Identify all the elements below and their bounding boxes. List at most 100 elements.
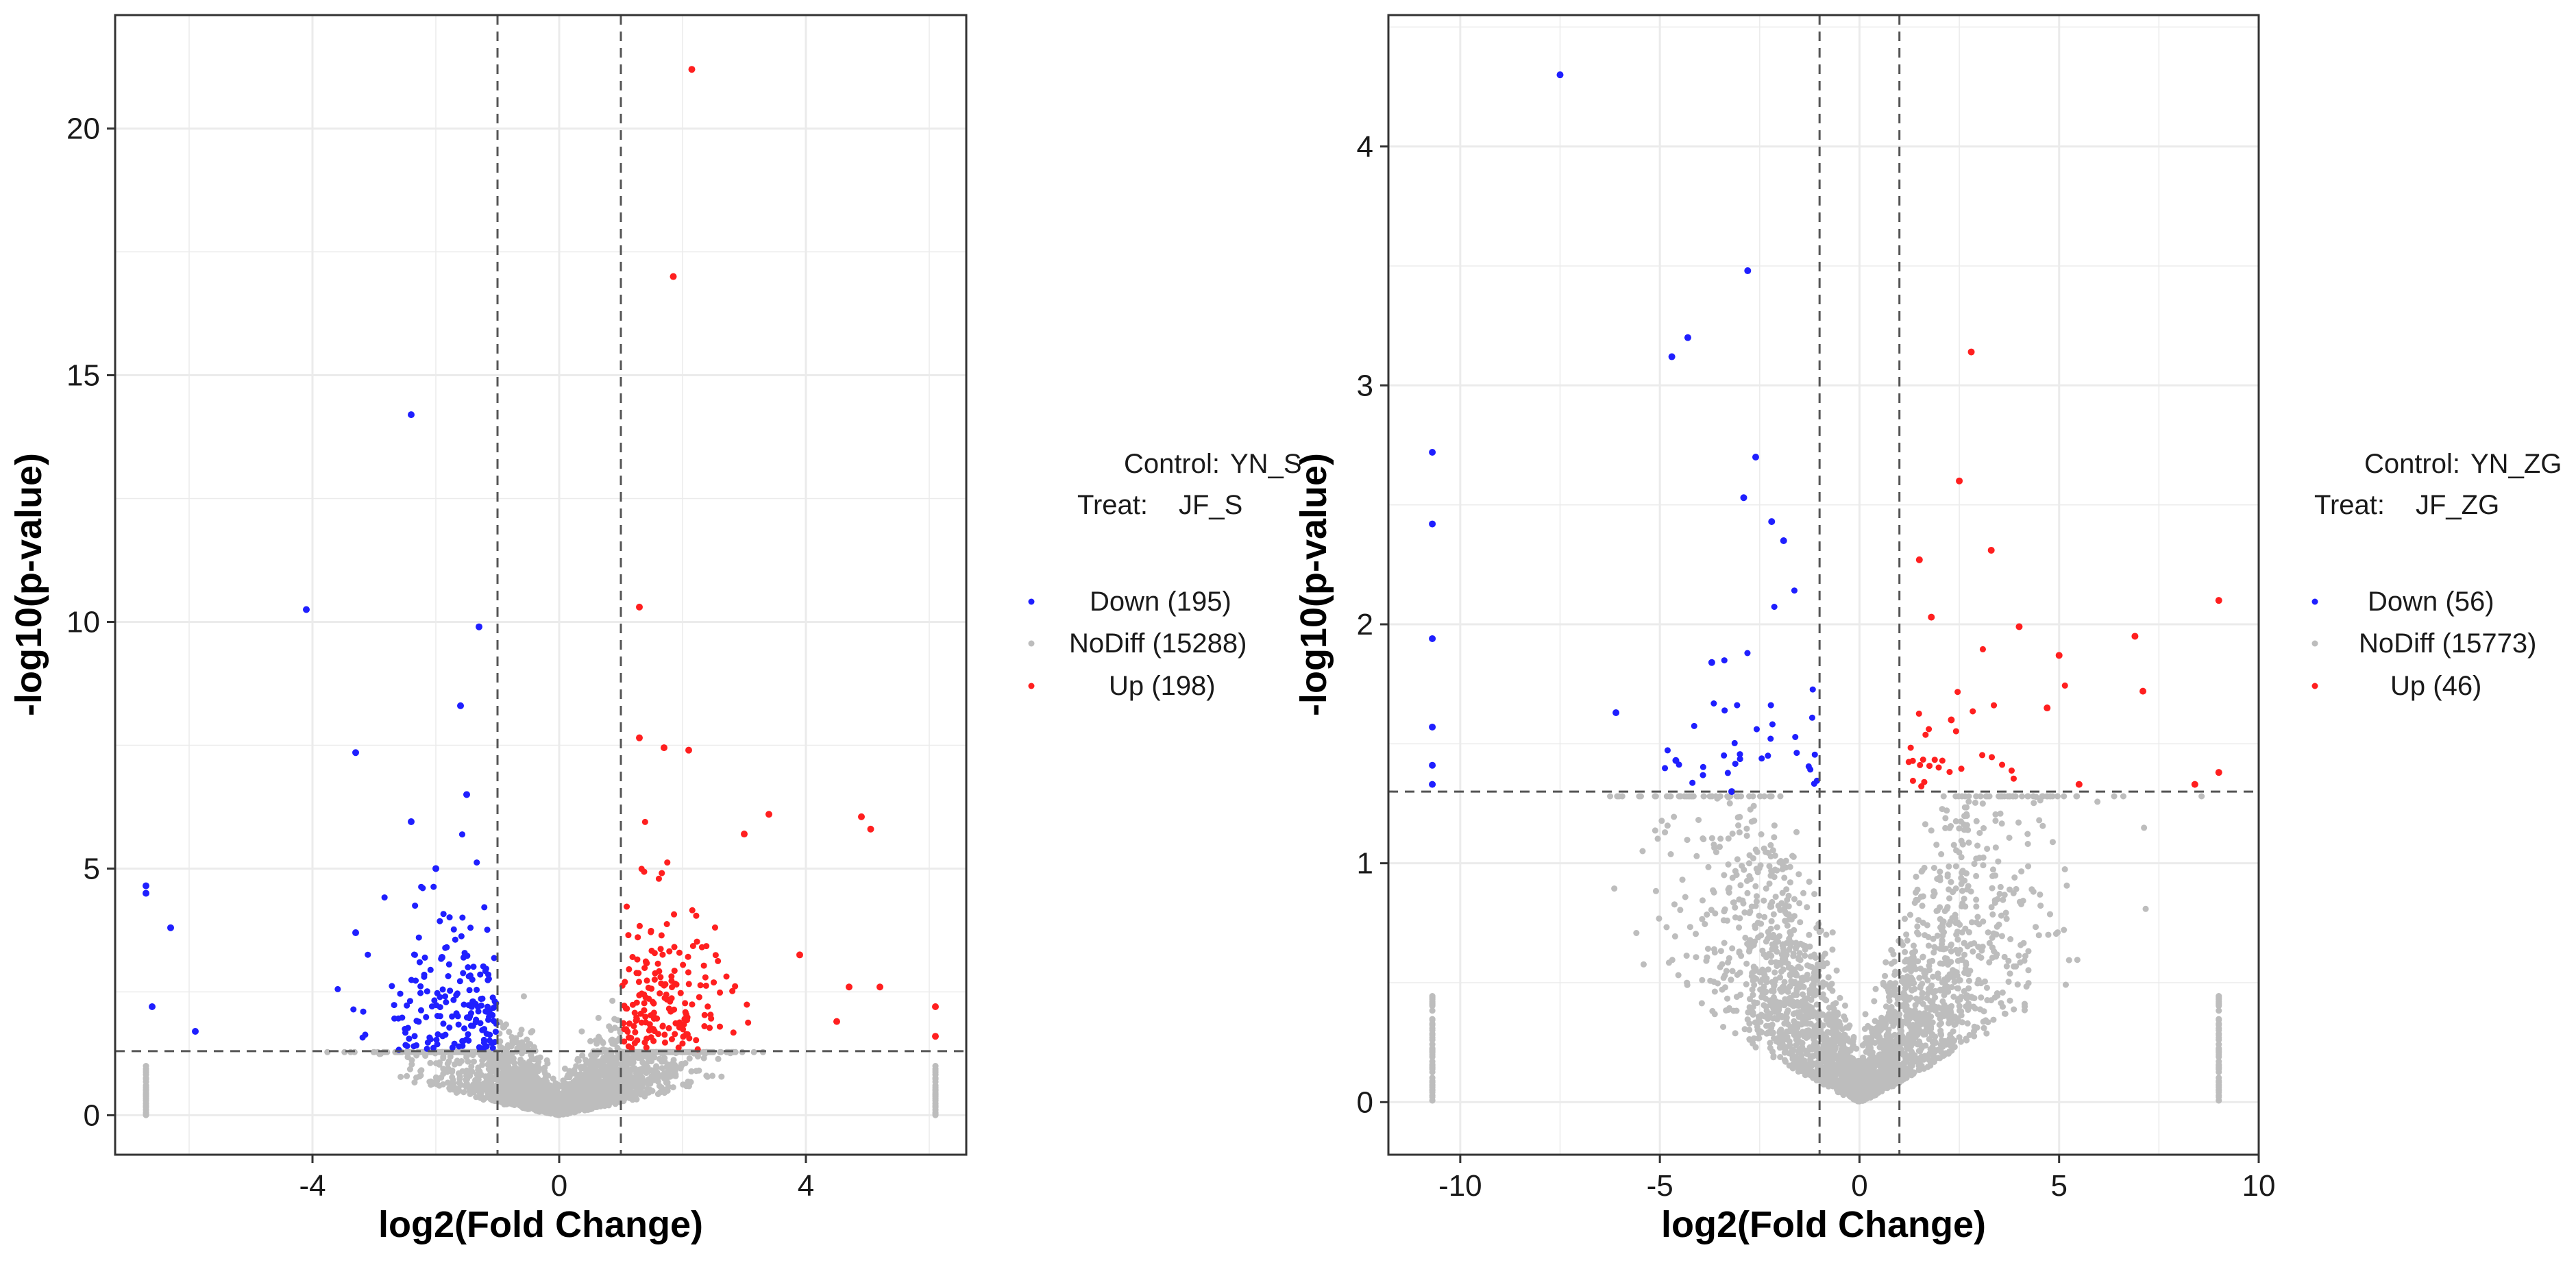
- down-point: [1708, 659, 1715, 666]
- legend-control-value: YN_S: [1230, 449, 1302, 479]
- down-point: [1429, 723, 1436, 731]
- y-tick-label: 0: [84, 1099, 100, 1132]
- up-point: [685, 746, 692, 754]
- volcano-plot-right: -10 -5 0 5 10 0 1 2 3 4 log2(Fold Change) -log10(…: [1293, 14, 2562, 1245]
- down-point: [463, 791, 470, 798]
- down-point: [1752, 453, 1759, 461]
- legend-control-value: YN_ZG: [2470, 449, 2562, 479]
- legend-left: Control: YN_S Treat: JF_S Down (195) NoD…: [1028, 449, 1302, 701]
- up-point: [1915, 556, 1923, 563]
- x-tick-label: 0: [1851, 1169, 1867, 1203]
- y-axis-title-left: -log10(p-value): [8, 453, 49, 716]
- x-tick-label: -4: [299, 1169, 326, 1203]
- tick-labels-right: -10 -5 0 5 10 0 1 2 3 4: [1357, 130, 2276, 1203]
- points-right: [1429, 71, 2222, 1105]
- down-point: [1728, 788, 1736, 796]
- up-point: [1956, 477, 1963, 484]
- up-point: [1928, 613, 1935, 621]
- x-tick-label: -5: [1647, 1169, 1673, 1203]
- y-tick-label: 0: [1357, 1085, 1373, 1119]
- down-point: [1780, 537, 1787, 545]
- legend-control-label: Control:: [2364, 449, 2460, 479]
- down-point: [149, 1003, 156, 1011]
- up-point: [2191, 781, 2198, 788]
- down-point: [1744, 267, 1752, 275]
- down-point: [1429, 635, 1436, 642]
- volcano-plot-left: -4 0 4 0 5 10 15 20 log2(Fold Change) -log10(p-…: [8, 14, 1302, 1245]
- down-point: [143, 882, 149, 889]
- up-point: [661, 744, 667, 752]
- down-points-cluster: [334, 831, 500, 1053]
- down-point: [167, 924, 174, 931]
- up-point: [2215, 769, 2222, 776]
- x-axis-title-left: log2(Fold Change): [378, 1204, 703, 1245]
- down-point: [1668, 353, 1676, 360]
- down-point: [439, 954, 445, 961]
- up-point: [765, 811, 772, 818]
- up-point: [846, 983, 852, 991]
- y-tick-label: 1: [1357, 847, 1373, 881]
- nodiff-points: [1429, 793, 2222, 1105]
- down-point: [143, 889, 149, 897]
- down-point: [1684, 334, 1691, 341]
- down-point: [1612, 709, 1620, 717]
- up-point: [2044, 704, 2051, 712]
- down-points-cluster: [1662, 587, 1820, 787]
- legend-up-marker: [2311, 683, 2318, 689]
- up-point: [2131, 633, 2139, 640]
- up-point: [741, 831, 748, 838]
- y-tick-label: 4: [1357, 130, 1373, 164]
- points-left: [143, 66, 939, 1118]
- legend-nodiff-marker: [2311, 640, 2318, 647]
- y-tick-label: 15: [66, 359, 100, 393]
- x-tick-label: -10: [1438, 1169, 1482, 1203]
- y-tick-label: 3: [1357, 369, 1373, 402]
- down-point: [1429, 761, 1436, 769]
- y-tick-label: 5: [84, 852, 100, 885]
- down-point: [303, 606, 310, 613]
- down-point: [469, 998, 476, 1005]
- legend-down-label: Down (56): [2368, 587, 2494, 617]
- panel-frame-left: [114, 14, 968, 1156]
- x-axis-title-right: log2(Fold Change): [1661, 1204, 1986, 1245]
- legend-up-label: Up (198): [1109, 671, 1216, 701]
- legend-treat-value: JF_ZG: [2416, 490, 2499, 520]
- y-axis-title-right: -log10(p-value): [1293, 453, 1334, 716]
- up-point: [2075, 781, 2083, 788]
- up-point: [876, 983, 883, 991]
- down-point: [1429, 781, 1436, 788]
- x-tick-label: 0: [551, 1169, 567, 1203]
- up-point: [670, 273, 677, 280]
- y-tick-label: 2: [1357, 608, 1373, 641]
- legend-treat-label: Treat:: [1077, 490, 1148, 520]
- down-point: [1429, 449, 1436, 456]
- up-point: [932, 1003, 939, 1011]
- up-point: [1987, 546, 1995, 554]
- down-point: [476, 623, 482, 630]
- up-point: [1948, 716, 1955, 724]
- legend-treat-value: JF_S: [1179, 490, 1242, 520]
- up-point: [796, 951, 803, 959]
- legend-up-marker: [1028, 683, 1035, 689]
- down-point: [352, 929, 359, 937]
- down-point: [432, 865, 439, 872]
- up-point: [636, 603, 643, 611]
- grid-left: [115, 15, 966, 1155]
- up-points-cluster: [1905, 646, 2068, 789]
- down-point: [408, 818, 415, 826]
- panel-frame-right: [1387, 14, 2260, 1156]
- up-point: [1967, 348, 1975, 356]
- thresholds-left: [115, 15, 966, 1155]
- down-point: [1429, 520, 1436, 528]
- up-point: [867, 825, 874, 833]
- legend-treat-label: Treat:: [2314, 490, 2385, 520]
- down-point: [457, 702, 464, 709]
- up-point: [2055, 652, 2063, 659]
- up-point: [833, 1018, 840, 1025]
- down-point: [1672, 757, 1680, 764]
- up-points-cluster: [619, 818, 752, 1053]
- x-tick-label: 5: [2050, 1169, 2067, 1203]
- down-point: [1768, 518, 1776, 526]
- up-point: [2215, 597, 2222, 604]
- y-tick-label: 10: [66, 605, 100, 639]
